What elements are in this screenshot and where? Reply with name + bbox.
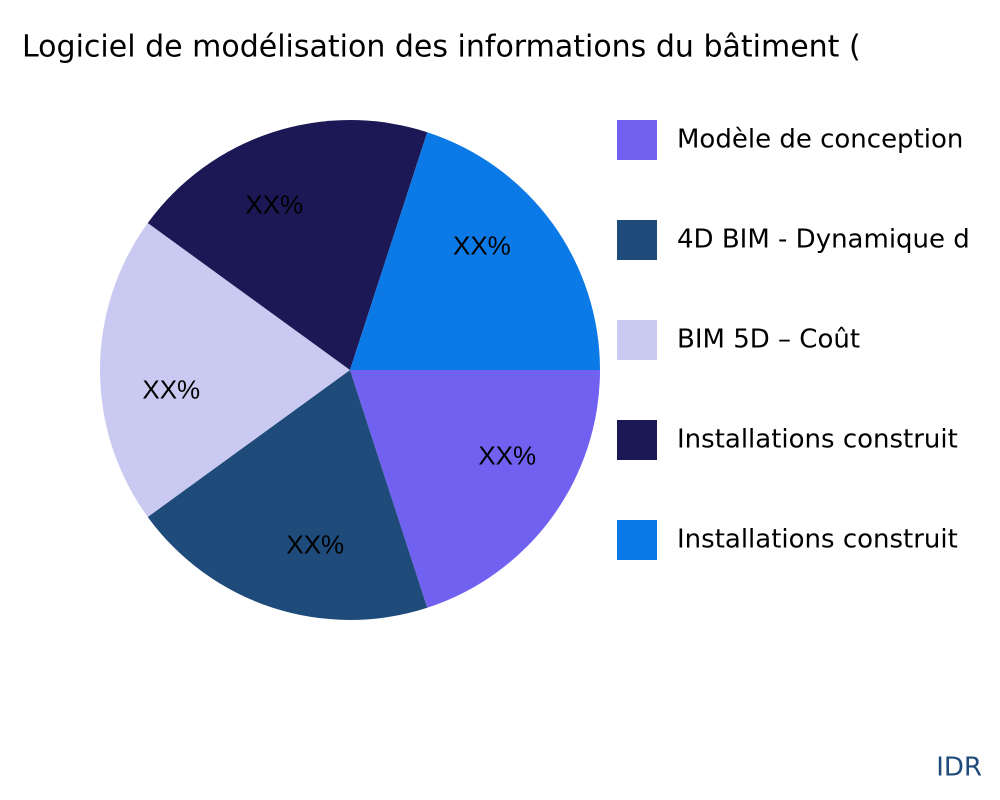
legend-label: Installations construit — [677, 425, 958, 455]
legend-swatch — [617, 220, 657, 260]
pie-slice — [350, 370, 600, 608]
value-label: XX% — [286, 529, 344, 559]
legend-label: BIM 5D – Coût — [677, 325, 860, 355]
value-label: XX% — [478, 440, 536, 470]
legend-swatch — [617, 520, 657, 560]
pie-slice — [147, 120, 428, 370]
value-label: XX% — [142, 374, 200, 404]
legend-swatch — [617, 420, 657, 460]
pie-slice — [350, 132, 600, 370]
pie-slice — [100, 223, 350, 517]
legend-label: Modèle de conception — [677, 125, 963, 155]
chart-title: Logiciel de modélisation des information… — [22, 30, 861, 65]
watermark: IDR — [936, 753, 982, 783]
value-label: XX% — [453, 230, 511, 260]
legend-swatch — [617, 320, 657, 360]
legend-swatch — [617, 120, 657, 160]
legend-label: 4D BIM - Dynamique d — [677, 225, 970, 255]
pie-slice — [147, 370, 428, 620]
legend-label: Installations construit — [677, 525, 958, 555]
value-label: XX% — [245, 190, 303, 220]
